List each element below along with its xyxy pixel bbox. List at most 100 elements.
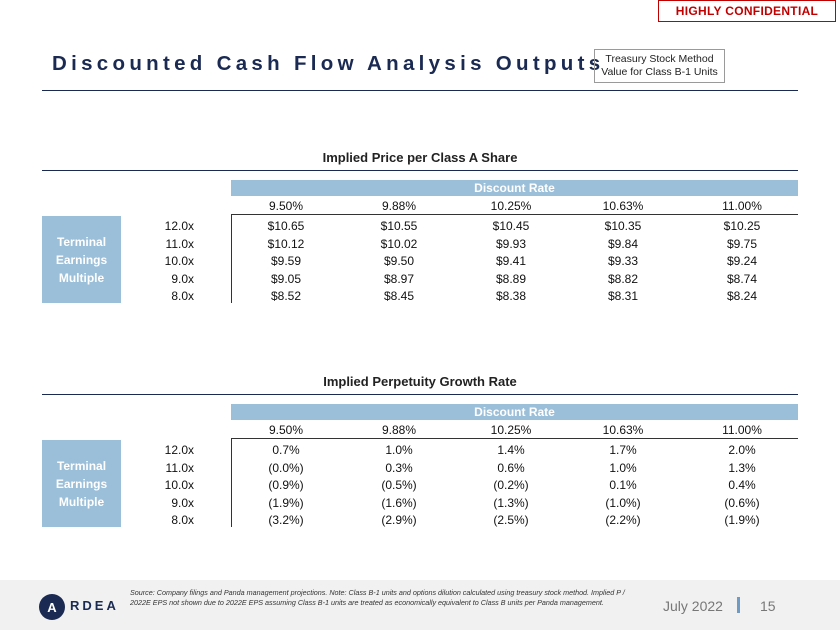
ardea-logo-icon: A [39, 594, 65, 620]
value-cell: $10.65 [267, 219, 305, 233]
confidential-label: HIGHLY CONFIDENTIAL [658, 0, 836, 22]
multiple-cell: 12.0x [164, 443, 194, 457]
multiple-cell: 9.0x [171, 495, 194, 510]
value-cell: $9.33 [607, 254, 639, 269]
source-note: Source: Company filings and Panda manage… [130, 588, 625, 607]
multiple-cell: 12.0x [164, 219, 194, 233]
value-cell: 1.7% [609, 443, 637, 457]
table-row: 10.0x $9.59 $9.50 $9.41 $9.33 $9.24 [0, 252, 840, 270]
title-divider [42, 90, 798, 91]
value-cell: $9.75 [726, 236, 758, 251]
method-box-line2: Value for Class B-1 Units [601, 66, 718, 78]
discount-rate-row: 9.50% 9.88% 10.25% 10.63% 11.00% [0, 422, 840, 438]
value-cell: $8.45 [383, 289, 415, 304]
logo-text: RDEA [70, 598, 119, 613]
value-cell: (1.0%) [605, 495, 641, 510]
multiple-cell: 11.0x [165, 236, 194, 251]
terminal-earnings-multiple-label: Terminal Earnings Multiple [42, 216, 121, 303]
value-cell: $9.24 [726, 254, 758, 269]
value-cell: (1.9%) [268, 495, 304, 510]
table-title-rule [42, 394, 798, 395]
value-cell: $8.97 [383, 271, 415, 286]
discount-rate-cell: 11.00% [722, 199, 762, 213]
value-cell: (2.9%) [381, 513, 417, 528]
value-cell: 2.0% [728, 443, 756, 457]
value-cell: (1.3%) [493, 495, 529, 510]
value-cell: (2.5%) [493, 513, 529, 528]
footer-band [0, 580, 840, 630]
row-label-line1: Terminal [56, 458, 107, 473]
discount-rate-cell: 10.25% [490, 199, 532, 213]
discount-rate-header: Discount Rate [231, 404, 798, 420]
table-row: 9.0x $9.05 $8.97 $8.89 $8.82 $8.74 [0, 270, 840, 288]
multiple-cell: 10.0x [164, 478, 194, 493]
value-cell: $10.02 [380, 236, 418, 251]
value-cell: $9.41 [495, 254, 527, 269]
discount-rate-cell: 10.63% [602, 423, 644, 437]
discount-rate-header: Discount Rate [231, 180, 798, 196]
value-cell: 0.7% [272, 443, 300, 457]
value-cell: 1.0% [385, 443, 413, 457]
multiple-cell: 9.0x [171, 271, 194, 286]
value-cell: (3.2%) [268, 513, 304, 528]
value-cell: $10.55 [380, 219, 418, 233]
table-left-rule [231, 215, 232, 303]
multiple-cell: 11.0x [165, 460, 194, 475]
table-title-rule [42, 170, 798, 171]
value-cell: (0.6%) [724, 495, 760, 510]
page-separator [737, 597, 740, 613]
value-cell: 1.0% [609, 460, 637, 475]
value-cell: 0.3% [385, 460, 413, 475]
table-row: 9.0x (1.9%) (1.6%) (1.3%) (1.0%) (0.6%) [0, 494, 840, 512]
value-cell: $8.24 [726, 289, 758, 304]
page-title: Discounted Cash Flow Analysis Outputs [52, 52, 605, 75]
table-title: Implied Perpetuity Growth Rate [323, 374, 517, 389]
discount-rate-row: 9.50% 9.88% 10.25% 10.63% 11.00% [0, 198, 840, 214]
value-cell: (1.6%) [381, 495, 417, 510]
table-row: 11.0x $10.12 $10.02 $9.93 $9.84 $9.75 [0, 235, 840, 253]
discount-rate-cell: 11.00% [722, 423, 762, 437]
row-label-line1: Terminal [56, 234, 107, 249]
value-cell: $9.59 [270, 254, 302, 269]
value-cell: $10.45 [492, 219, 530, 233]
row-label-line2: Earnings [55, 252, 108, 267]
discount-rate-cell: 9.50% [268, 199, 304, 213]
value-cell: $8.74 [726, 271, 758, 286]
header-rule [231, 214, 798, 215]
discount-rate-cell: 10.63% [602, 199, 644, 213]
table-row: 8.0x $8.52 $8.45 $8.38 $8.31 $8.24 [0, 287, 840, 305]
value-cell: 1.3% [728, 460, 756, 475]
table-title: Implied Price per Class A Share [322, 150, 518, 165]
value-cell: (0.5%) [381, 478, 417, 493]
value-cell: 1.4% [497, 443, 525, 457]
dcf-table-1: Implied Price per Class A Share Discount … [0, 150, 840, 310]
row-label-line2: Earnings [55, 476, 108, 491]
value-cell: 0.4% [728, 478, 756, 493]
discount-rate-cell: 9.50% [268, 423, 304, 437]
multiple-cell: 10.0x [164, 254, 194, 269]
value-cell: $9.93 [495, 236, 527, 251]
table-row: 12.0x $10.65 $10.55 $10.45 $10.35 $10.25 [0, 217, 840, 235]
header-rule [231, 438, 798, 439]
table-row: 12.0x 0.7% 1.0% 1.4% 1.7% 2.0% [0, 441, 840, 459]
value-cell: $9.50 [383, 254, 415, 269]
discount-rate-cell: 10.25% [490, 423, 532, 437]
table-left-rule [231, 439, 232, 527]
value-cell: 0.6% [497, 460, 525, 475]
value-cell: (0.0%) [268, 460, 304, 475]
value-cell: $9.05 [270, 271, 302, 286]
page-number: 15 [760, 598, 776, 614]
terminal-earnings-multiple-label: Terminal Earnings Multiple [42, 440, 121, 527]
method-box: Treasury Stock Method Value for Class B-… [594, 49, 725, 83]
table-row: 11.0x (0.0%) 0.3% 0.6% 1.0% 1.3% [0, 459, 840, 477]
footer-date: July 2022 [663, 598, 723, 614]
value-cell: (0.9%) [268, 478, 304, 493]
value-cell: (1.9%) [724, 513, 760, 528]
discount-rate-cell: 9.88% [381, 199, 417, 213]
value-cell: $9.84 [607, 236, 639, 251]
value-cell: $10.35 [604, 219, 642, 233]
value-cell: $8.38 [495, 289, 527, 304]
value-cell: $8.89 [495, 271, 527, 286]
row-label-line3: Multiple [58, 270, 105, 285]
discount-rate-cell: 9.88% [381, 423, 417, 437]
